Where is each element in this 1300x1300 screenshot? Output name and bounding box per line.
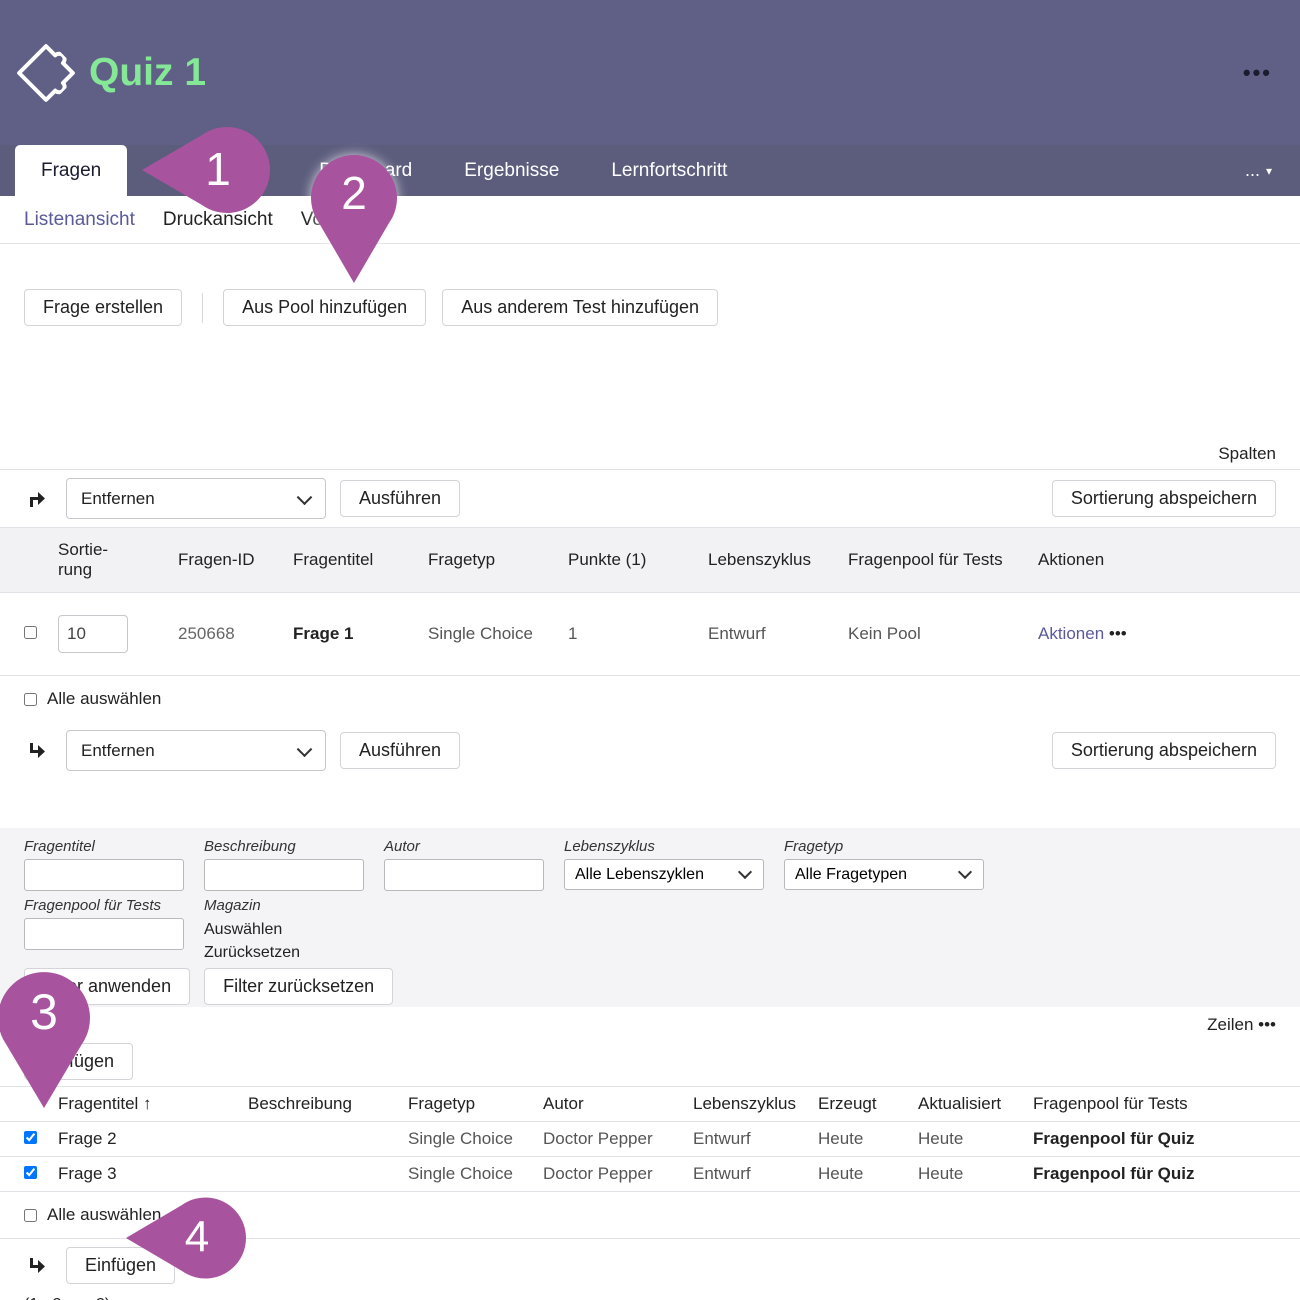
svg-text:3: 3 <box>30 984 58 1040</box>
svg-text:2: 2 <box>341 167 367 219</box>
svg-text:4: 4 <box>185 1213 209 1262</box>
svg-text:1: 1 <box>205 143 231 195</box>
